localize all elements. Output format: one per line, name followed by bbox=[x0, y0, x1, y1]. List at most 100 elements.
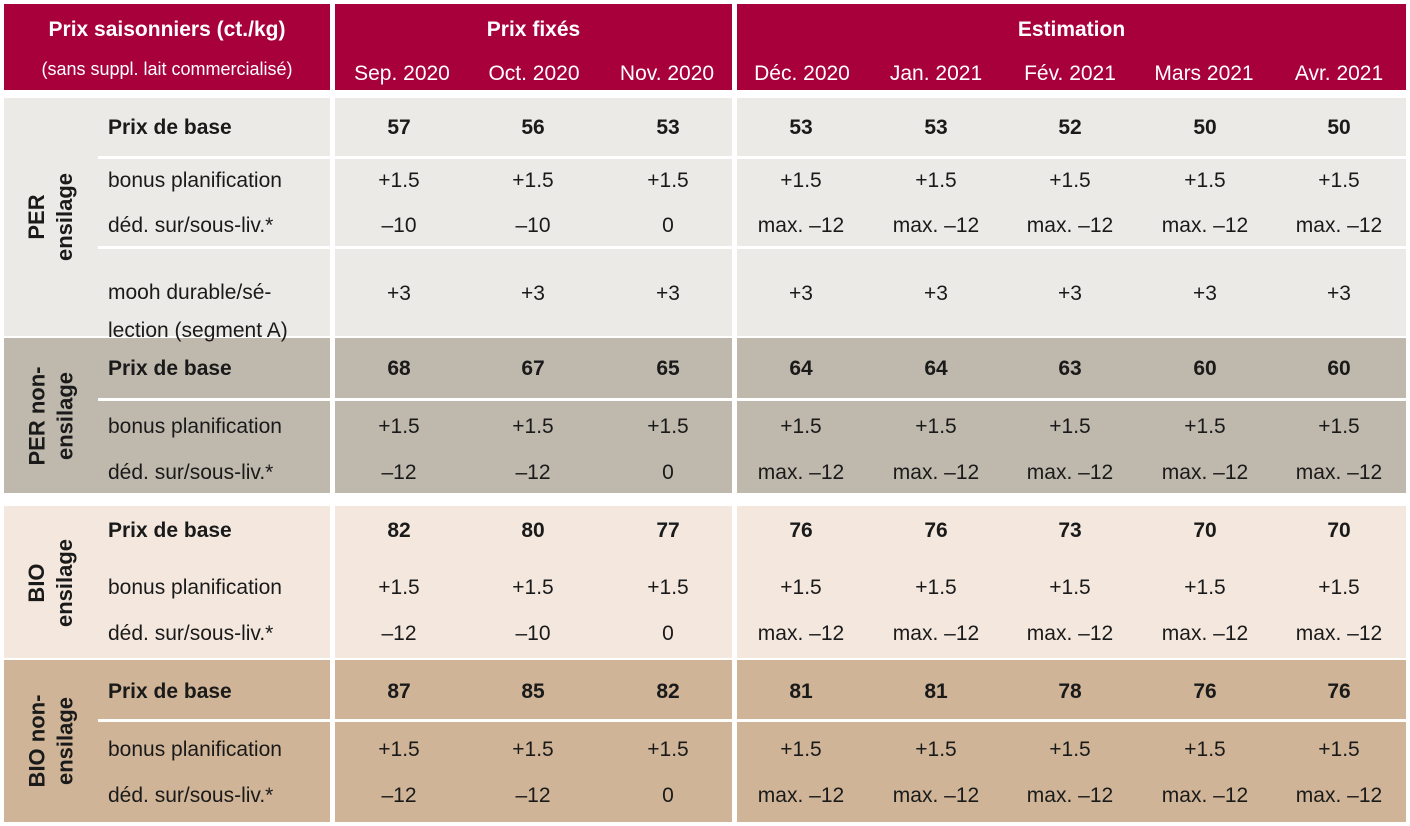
table-cell: +1.5 bbox=[512, 169, 554, 192]
table-cell: max. –12 bbox=[757, 784, 845, 807]
table-cell: max. –12 bbox=[892, 461, 980, 484]
table-cell: 78 bbox=[1058, 680, 1082, 703]
table-cell: max. –12 bbox=[1161, 461, 1249, 484]
table-cell: max. –12 bbox=[1026, 461, 1114, 484]
table-cell: +1.5 bbox=[1184, 415, 1226, 438]
row-divider bbox=[98, 398, 1406, 401]
table-cell: 63 bbox=[1058, 357, 1082, 380]
row-label: bonus planification bbox=[108, 738, 282, 761]
table-cell: 50 bbox=[1327, 116, 1351, 139]
table-cell: –12 bbox=[515, 784, 551, 807]
month-header: Sep. 2020 bbox=[354, 62, 450, 85]
table-cell: –10 bbox=[515, 214, 551, 237]
table-cell: –12 bbox=[381, 461, 417, 484]
table-cell: 0 bbox=[662, 784, 674, 807]
table-cell: +3 bbox=[924, 282, 948, 305]
table-cell: +1.5 bbox=[915, 738, 957, 761]
table-cell: 57 bbox=[387, 116, 411, 139]
table-cell: 50 bbox=[1193, 116, 1217, 139]
row-label: déd. sur/sous-liv.* bbox=[108, 622, 274, 645]
table-cell: +3 bbox=[387, 282, 411, 305]
table-cell: max. –12 bbox=[1161, 214, 1249, 237]
table-cell: max. –12 bbox=[757, 622, 845, 645]
table-cell: 56 bbox=[521, 116, 545, 139]
header-group-fixed: Prix fixés Sep. 2020 Oct. 2020 Nov. 2020 bbox=[335, 4, 732, 90]
section-bio-non-ensilage bbox=[4, 660, 1406, 822]
table-cell: 67 bbox=[521, 357, 545, 380]
table-cell: +1.5 bbox=[1049, 738, 1091, 761]
table-cell: max. –12 bbox=[1295, 622, 1383, 645]
table-cell: +1.5 bbox=[915, 169, 957, 192]
month-header: Jan. 2021 bbox=[889, 62, 983, 85]
row-label: déd. sur/sous-liv.* bbox=[108, 461, 274, 484]
table-row: bonus planification +1.5 +1.5 +1.5 +1.5 +1.5 +… bbox=[0, 161, 1410, 201]
table-cell: max. –12 bbox=[1026, 784, 1114, 807]
table-cell: +3 bbox=[521, 282, 545, 305]
table-row: déd. sur/sous-liv.* –12 –10 0 max. –12 max. –… bbox=[0, 614, 1410, 654]
table-cell: +1.5 bbox=[378, 169, 420, 192]
table-row: bonus planification +1.5 +1.5 +1.5 +1.5 +1.5 +… bbox=[0, 730, 1410, 770]
table-cell: max. –12 bbox=[1161, 622, 1249, 645]
table-cell: 53 bbox=[924, 116, 948, 139]
table-row: bonus planification +1.5 +1.5 +1.5 +1.5 +1.5 +… bbox=[0, 407, 1410, 447]
table-cell: max. –12 bbox=[1295, 461, 1383, 484]
table-cell: +1.5 bbox=[1184, 738, 1226, 761]
table-row: Prix de base 82 80 77 76 76 73 70 70 bbox=[0, 511, 1410, 551]
table-cell: 70 bbox=[1327, 519, 1351, 542]
table-row: déd. sur/sous-liv.* –10 –10 0 max. –12 max. –… bbox=[0, 206, 1410, 246]
row-divider bbox=[98, 156, 1406, 159]
table-cell: 64 bbox=[789, 357, 813, 380]
table-cell: 70 bbox=[1193, 519, 1217, 542]
table-cell: 82 bbox=[387, 519, 411, 542]
table-cell: +1.5 bbox=[512, 738, 554, 761]
table-cell: +1.5 bbox=[1049, 169, 1091, 192]
table-row: mooh durable/sé-lection (segment A) +3 +3 +… bbox=[0, 274, 1410, 350]
month-header: Oct. 2020 bbox=[488, 62, 580, 85]
table-cell: +1.5 bbox=[1049, 576, 1091, 599]
group-estimate-label: Estimation bbox=[1017, 18, 1126, 41]
table-cell: +1.5 bbox=[512, 576, 554, 599]
table-cell: +1.5 bbox=[1184, 169, 1226, 192]
table-cell: 64 bbox=[924, 357, 948, 380]
header-title-cell: Prix saisonniers (ct./kg) (sans suppl. l… bbox=[4, 4, 330, 90]
table-cell: max. –12 bbox=[892, 784, 980, 807]
table-cell: +1.5 bbox=[780, 738, 822, 761]
section-bio-ensilage bbox=[4, 506, 1406, 660]
table-cell: –10 bbox=[515, 622, 551, 645]
table-cell: 85 bbox=[521, 680, 545, 703]
table-cell: 65 bbox=[656, 357, 680, 380]
table-cell: +3 bbox=[1058, 282, 1082, 305]
row-label: Prix de base bbox=[108, 357, 232, 380]
table-cell: +1.5 bbox=[915, 576, 957, 599]
month-header: Fév. 2021 bbox=[1024, 62, 1116, 85]
row-label: Prix de base bbox=[108, 519, 232, 542]
table-cell: 53 bbox=[789, 116, 813, 139]
table-cell: 80 bbox=[521, 519, 545, 542]
table-cell: 77 bbox=[656, 519, 680, 542]
table-cell: 0 bbox=[662, 461, 674, 484]
table-cell: +1.5 bbox=[1184, 576, 1226, 599]
month-header: Déc. 2020 bbox=[754, 62, 850, 85]
table-cell: max. –12 bbox=[892, 214, 980, 237]
table-subtitle: (sans suppl. lait commercialisé) bbox=[41, 59, 293, 79]
table-cell: +1.5 bbox=[780, 169, 822, 192]
table-cell: +3 bbox=[1193, 282, 1217, 305]
month-header: Mars 2021 bbox=[1154, 62, 1254, 85]
table-cell: +1.5 bbox=[647, 169, 689, 192]
table-row: déd. sur/sous-liv.* –12 –12 0 max. –12 max. –… bbox=[0, 453, 1410, 493]
section-gap bbox=[0, 336, 1410, 338]
table-cell: 53 bbox=[656, 116, 680, 139]
header-gap bbox=[0, 90, 1410, 98]
month-header: Avr. 2021 bbox=[1294, 62, 1384, 85]
row-label: bonus planification bbox=[108, 169, 282, 192]
table-cell: +3 bbox=[1327, 282, 1351, 305]
row-label: Prix de base bbox=[108, 116, 232, 139]
table-cell: 81 bbox=[789, 680, 813, 703]
table-cell: 60 bbox=[1193, 357, 1217, 380]
table-cell: 87 bbox=[387, 680, 411, 703]
row-label: mooh durable/sé-lection (segment A) bbox=[108, 281, 288, 342]
table-cell: +1.5 bbox=[780, 576, 822, 599]
section-gap bbox=[0, 658, 1410, 660]
table-cell: +1.5 bbox=[1318, 738, 1360, 761]
table-cell: max. –12 bbox=[1026, 622, 1114, 645]
